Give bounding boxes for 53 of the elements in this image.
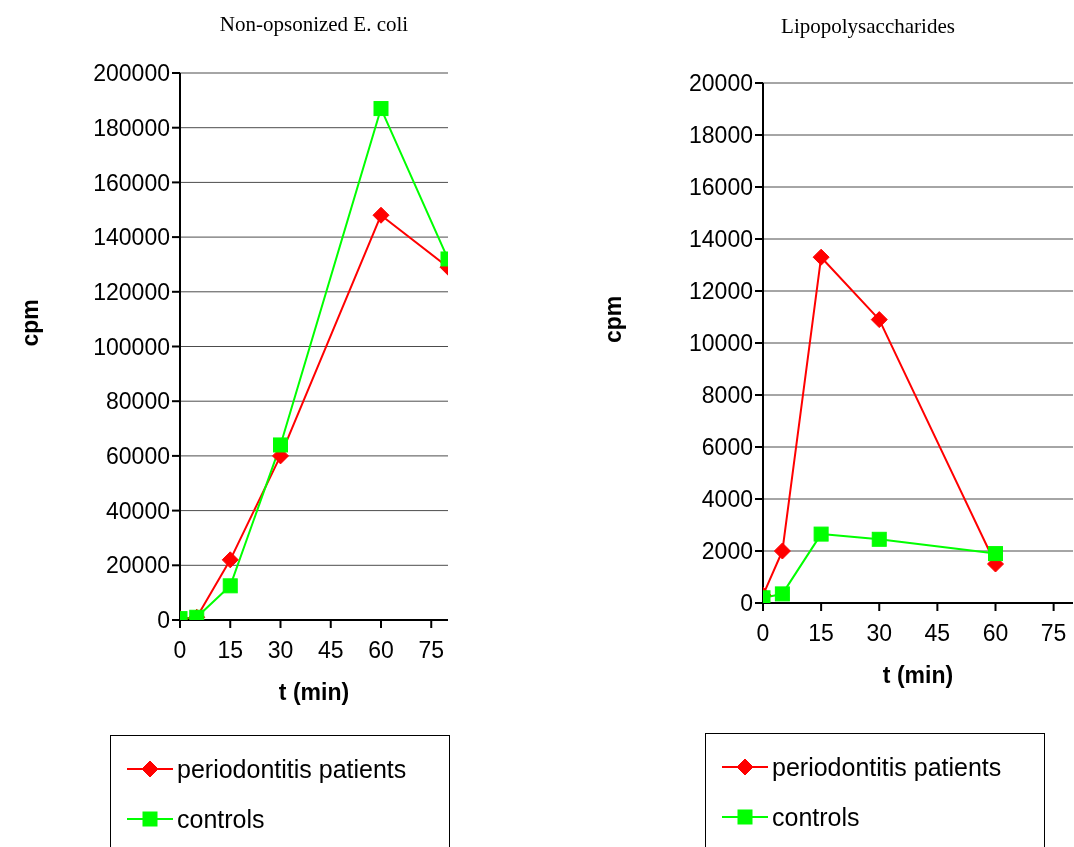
x-tick-label: 30 [866, 620, 893, 647]
legend-label: periodontitis patients [177, 754, 407, 784]
y-tick-label: 2000 [701, 538, 753, 565]
y-tick-label: 4000 [701, 486, 753, 513]
point [813, 526, 829, 542]
point [812, 248, 830, 266]
x-tick-label: 45 [317, 637, 344, 664]
x-tick-label: 75 [418, 637, 445, 664]
x-tick-label: 45 [924, 620, 951, 647]
legend-label: controls [177, 804, 265, 834]
x-tick-label: 0 [173, 637, 187, 664]
y-axis-title: cpm [600, 295, 627, 343]
x-axis-title: t (min) [882, 662, 954, 688]
y-axis-title: cpm [17, 299, 44, 347]
y-tick-label: 60000 [106, 443, 170, 470]
x-tick-label: 0 [756, 620, 770, 647]
y-tick-label: 12000 [689, 278, 753, 305]
point [774, 586, 790, 602]
y-tick-label: 0 [740, 590, 753, 617]
point [773, 542, 791, 560]
y-tick-label: 18000 [689, 122, 753, 149]
y-tick-label: 16000 [689, 174, 753, 201]
y-tick-label: 120000 [93, 278, 170, 305]
y-tick-label: 8000 [701, 382, 753, 409]
y-tick-label: 160000 [93, 169, 170, 196]
chart-title: Non-opsonized E. coli [218, 12, 410, 37]
point [988, 546, 1003, 562]
y-tick-label: 80000 [106, 388, 170, 415]
y-tick-label: 10000 [689, 330, 753, 357]
y-tick-label: 20000 [106, 552, 170, 579]
point [870, 311, 888, 329]
chart-title: Lipopolysaccharides [780, 14, 956, 39]
x-tick-label: 15 [808, 620, 834, 647]
y-tick-label: 100000 [93, 333, 170, 360]
x-tick-label: 60 [982, 620, 1009, 647]
point [222, 578, 238, 594]
legend-label: periodontitis patients [772, 752, 1002, 782]
y-tick-label: 6000 [701, 434, 753, 461]
y-tick-label: 180000 [93, 114, 170, 141]
y-tick-label: 200000 [93, 60, 170, 87]
y-tick-label: 140000 [93, 224, 170, 251]
y-tick-label: 14000 [689, 226, 753, 253]
x-axis-title: t (min) [278, 679, 350, 705]
point [221, 551, 239, 569]
x-tick-label: 60 [368, 637, 394, 664]
y-tick-label: 40000 [106, 497, 170, 524]
x-tick-label: 15 [217, 637, 244, 664]
x-tick-label: 30 [267, 637, 294, 664]
point [871, 531, 887, 547]
legend-label: controls [772, 802, 860, 832]
x-tick-label: 75 [1040, 620, 1067, 647]
point [273, 437, 288, 453]
y-tick-label: 20000 [689, 70, 753, 97]
